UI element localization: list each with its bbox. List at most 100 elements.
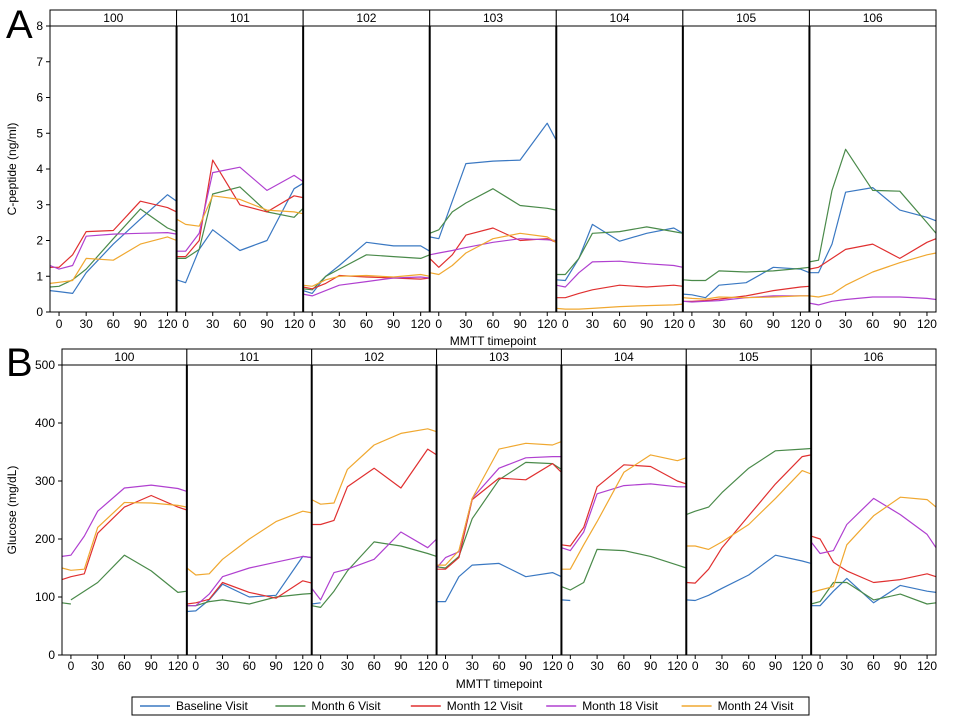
series-line	[186, 555, 312, 607]
x-tick-label: 120	[790, 317, 810, 331]
series-line	[556, 223, 684, 282]
x-tick-label: 0	[68, 659, 75, 673]
facet-strip-label: 106	[864, 350, 884, 364]
facet-strip-label: 101	[230, 11, 250, 25]
x-tick-label: 60	[492, 659, 506, 673]
facet-strip-label: 105	[739, 350, 759, 364]
series-line	[303, 273, 430, 287]
facet-strip-label: 104	[614, 350, 634, 364]
facet-strip-label: 100	[114, 350, 134, 364]
series-line	[810, 496, 937, 593]
series-line	[302, 241, 431, 294]
x-tick-label: 0	[562, 317, 569, 331]
series-line	[176, 182, 304, 284]
facet-frame	[808, 25, 937, 313]
series-line	[686, 447, 812, 516]
series-line	[49, 194, 177, 294]
series-line	[561, 599, 571, 602]
series-line	[70, 554, 187, 601]
x-tick-label: 90	[893, 317, 907, 331]
x-tick-label: 60	[486, 317, 500, 331]
series-line	[556, 284, 683, 299]
facet-strip-label: 102	[356, 11, 376, 25]
y-tick-label: 1	[36, 269, 43, 283]
series-line	[61, 484, 188, 557]
y-tick-label: 2	[36, 234, 43, 248]
series-line	[686, 554, 812, 602]
x-tick-label: 120	[664, 317, 684, 331]
facet-strip-label: 106	[863, 11, 883, 25]
y-tick-label: 3	[36, 198, 43, 212]
x-tick-label: 0	[692, 659, 699, 673]
x-tick-label: 90	[260, 317, 274, 331]
series-line	[809, 148, 937, 263]
series-line	[186, 592, 312, 607]
facet-frame	[555, 25, 684, 313]
series-line	[436, 456, 562, 569]
x-tick-label: 60	[742, 659, 756, 673]
panel-a-c-peptide-chart: 0 1 2 3 4 5 6 7 8 100 0 30 60 90 120 101 0 30 60 90 120 102 0 3…	[5, 9, 937, 348]
series-line	[186, 580, 312, 605]
x-tick-label: 90	[145, 659, 159, 673]
x-tick-label: 0	[817, 659, 824, 673]
series-line	[436, 463, 562, 570]
series-line	[176, 195, 304, 227]
series-line	[186, 555, 312, 613]
x-tick-label: 0	[435, 317, 442, 331]
x-tick-label: 30	[590, 659, 604, 673]
series-line	[49, 208, 177, 288]
y-tick-label: 400	[35, 416, 55, 430]
y-tick-label: 500	[35, 358, 55, 372]
facet-frame	[436, 364, 562, 656]
x-tick-label: 120	[537, 317, 557, 331]
x-tick-label: 60	[243, 659, 257, 673]
legend-label: Month 12 Visit	[447, 699, 523, 713]
series-line	[810, 535, 937, 584]
x-tick-label: 60	[617, 659, 631, 673]
x-tick-label: 30	[206, 317, 220, 331]
x-tick-label: 0	[567, 659, 574, 673]
series-line	[311, 602, 321, 605]
x-tick-label: 120	[418, 659, 438, 673]
y-tick-label: 300	[35, 474, 55, 488]
facet-strip-label: 100	[103, 11, 123, 25]
x-tick-label: 60	[107, 317, 121, 331]
legend-label: Month 6 Visit	[311, 699, 381, 713]
x-tick-label: 30	[341, 659, 355, 673]
x-tick-label: 30	[216, 659, 230, 673]
series-line	[809, 296, 937, 306]
y-tick-label: 7	[36, 55, 43, 69]
x-tick-label: 0	[815, 317, 822, 331]
series-line	[50, 200, 177, 268]
series-line	[809, 187, 937, 274]
series-line	[556, 303, 683, 310]
x-tick-label: 120	[284, 317, 304, 331]
series-line	[176, 166, 304, 252]
series-line	[436, 441, 562, 566]
series-line	[429, 122, 557, 240]
series-line	[429, 227, 557, 268]
x-tick-label: 90	[644, 659, 658, 673]
panel-letter-a: A	[6, 3, 33, 47]
series-line	[302, 276, 430, 297]
facet-frame	[429, 25, 557, 313]
y-axis-title: C-peptide (ng/ml)	[5, 123, 19, 216]
y-tick-label: 0	[36, 305, 43, 319]
x-tick-label: 90	[769, 659, 783, 673]
x-tick-label: 0	[689, 317, 696, 331]
legend-box	[131, 696, 810, 716]
x-tick-label: 60	[233, 317, 247, 331]
x-tick-label: 0	[309, 317, 316, 331]
x-tick-label: 30	[839, 317, 853, 331]
x-tick-label: 30	[715, 659, 729, 673]
x-tick-label: 30	[466, 659, 480, 673]
facet-strip-label: 101	[239, 350, 259, 364]
series-line	[429, 188, 557, 234]
x-axis-title: MMTT timepoint	[456, 677, 543, 691]
facet-strip-label: 105	[736, 11, 756, 25]
series-line	[561, 548, 687, 591]
x-tick-label: 90	[894, 659, 908, 673]
facet-strip-label: 103	[489, 350, 509, 364]
